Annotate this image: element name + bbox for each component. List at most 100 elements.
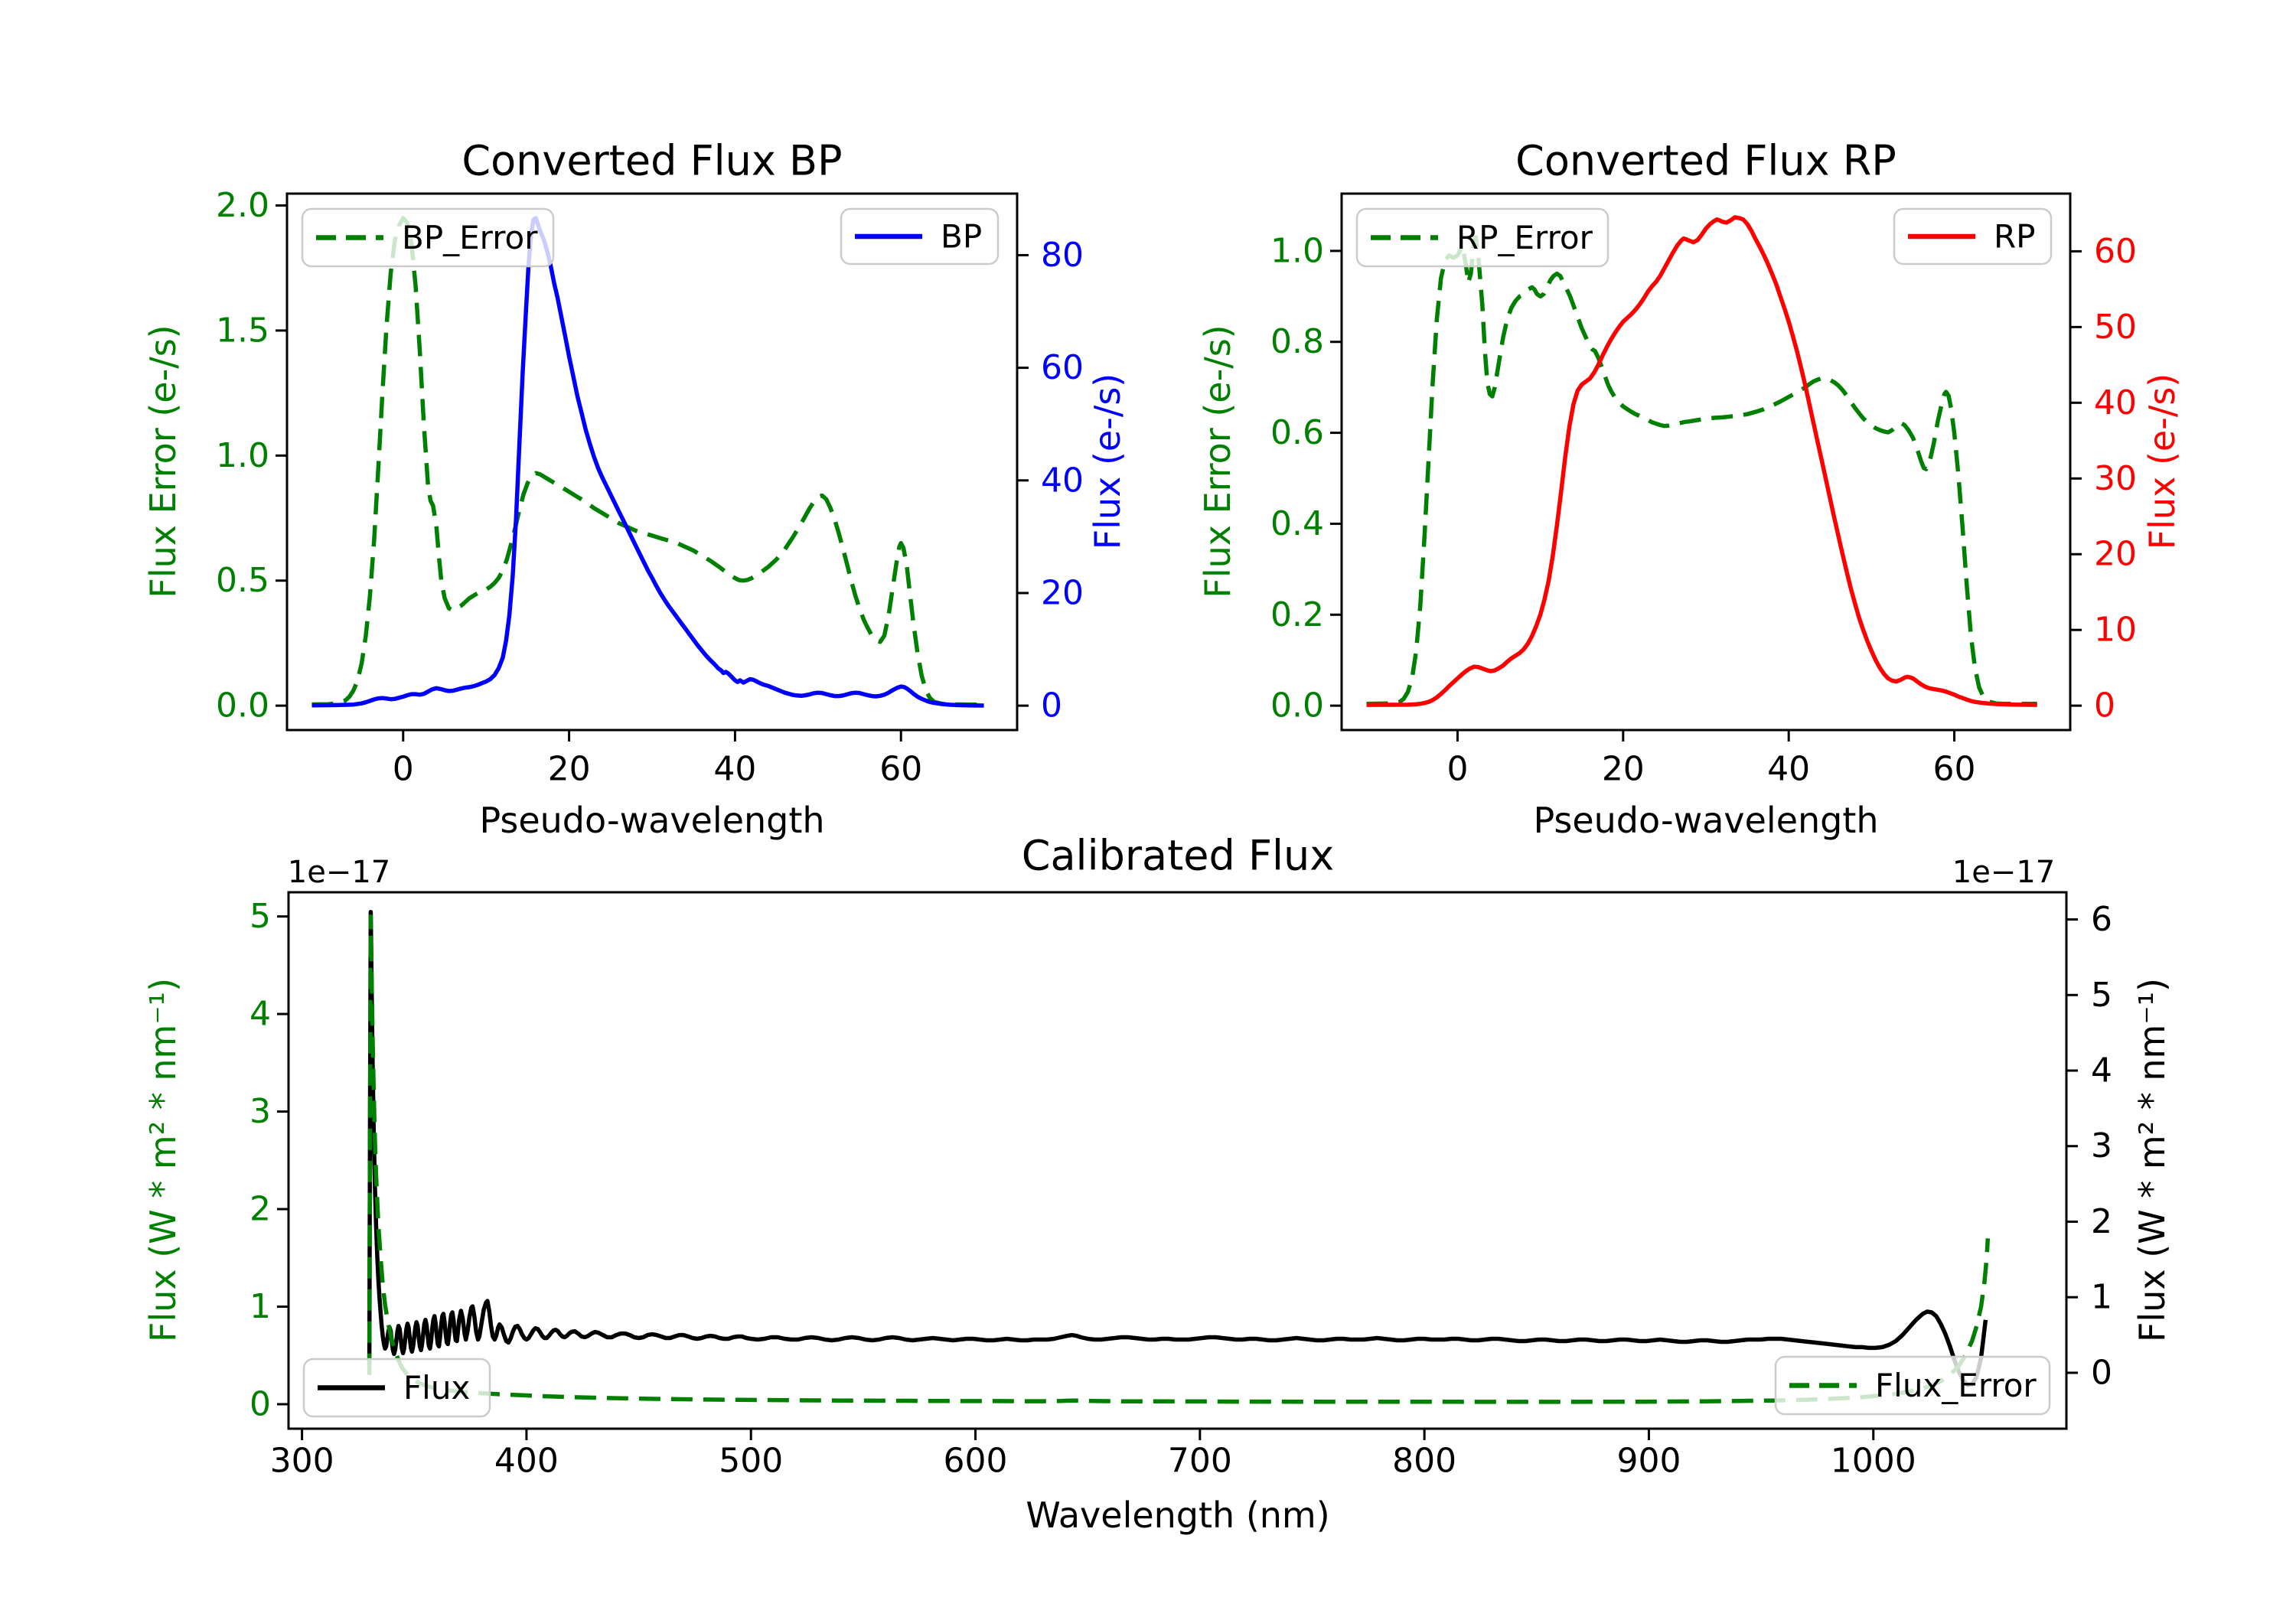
bp-error-curve: [311, 216, 984, 707]
y-tick-label-left: 0.0: [216, 686, 269, 725]
legend-rp: RP: [1893, 207, 2053, 266]
x-tick-label: 20: [548, 750, 591, 789]
legend-rp-error: RP_Error: [1355, 207, 1609, 268]
y-tick-label-right: 20: [2094, 535, 2137, 574]
x-tick-label: 60: [879, 750, 922, 789]
y-tick-label-right: 1: [2091, 1278, 2112, 1317]
y-tick-label-right: 0: [2091, 1353, 2112, 1392]
y-tick-label-right: 0: [2094, 686, 2115, 725]
x-tick-label: 60: [1933, 750, 1976, 789]
x-tick-label: 900: [1616, 1442, 1681, 1481]
x-tick-label: 300: [270, 1442, 334, 1481]
legend-box: [1355, 207, 1609, 268]
cal-x-axis-ticks: 300 400 500 600 700 800 900 1000: [270, 1429, 1916, 1481]
legend-box: [301, 207, 555, 268]
xlabel-rp: Pseudo-wavelength: [1533, 800, 1878, 841]
ylabel-left-rp: Flux Error (e-/s): [1197, 324, 1238, 598]
title-converted-flux-rp: Converted Flux RP: [1515, 137, 1896, 185]
y-tick-label-left: 1.0: [1270, 231, 1324, 270]
title-calibrated-flux: Calibrated Flux: [1022, 832, 1334, 880]
offset-text-right: 1e−17: [1952, 855, 2055, 890]
y-tick-label-left: 1.5: [216, 311, 269, 350]
x-tick-label: 0: [393, 750, 414, 789]
legend-label-flux-error: Flux_Error: [1875, 1367, 2037, 1404]
y-tick-label-right: 60: [2094, 232, 2137, 271]
rp-x-axis-ticks: 0 20 40 60: [1446, 730, 1976, 789]
y-tick-label-left: 0.5: [216, 561, 269, 600]
legend-label-flux: Flux: [403, 1369, 470, 1407]
y-tick-label-right: 4: [2091, 1051, 2112, 1090]
y-tick-label-left: 0.2: [1270, 595, 1324, 634]
y-tick-label-right: 6: [2091, 900, 2112, 939]
bp-y-axis-right-ticks: 0 20 40 60 80: [1017, 236, 1084, 725]
ylabel-left-cal: Flux (W * m² * nm⁻¹): [142, 978, 184, 1342]
x-tick-label: 400: [494, 1442, 559, 1481]
legend-label-bp-error: BP_Error: [402, 219, 538, 256]
legend-bp-error: BP_Error: [301, 207, 555, 268]
x-tick-label: 700: [1168, 1442, 1232, 1481]
y-tick-label-left: 1: [249, 1287, 271, 1326]
panel-cal: 300 400 500 600 700 800 900 1000 0 1 2 3 4 5 0 1 2 3 4 5 6 Fl…: [249, 891, 2112, 1481]
rp-error-curve: [1366, 235, 2037, 706]
x-tick-label: 500: [719, 1442, 783, 1481]
y-tick-label-left: 0.4: [1270, 504, 1324, 543]
y-tick-label-left: 0.8: [1270, 322, 1324, 361]
y-tick-label-left: 5: [249, 897, 271, 936]
ylabel-right-cal: Flux (W * m² * nm⁻¹): [2131, 978, 2173, 1342]
x-tick-label: 600: [944, 1442, 1008, 1481]
title-converted-flux-bp: Converted Flux BP: [461, 137, 842, 185]
ylabel-right-rp: Flux (e-/s): [2141, 373, 2183, 550]
x-tick-label: 40: [1767, 750, 1810, 789]
x-tick-label: 1000: [1831, 1442, 1916, 1481]
legend-flux-error: Flux_Error: [1774, 1355, 2051, 1416]
x-tick-label: 20: [1602, 750, 1645, 789]
y-tick-label-left: 2.0: [216, 186, 269, 225]
y-tick-label-right: 30: [2094, 459, 2137, 498]
y-tick-label-left: 0.0: [1270, 686, 1324, 725]
y-tick-label-left: 3: [249, 1092, 271, 1131]
legend-box: [1774, 1355, 2051, 1416]
bp-y-axis-left-ticks: 0.0 0.5 1.0 1.5 2.0: [216, 186, 287, 725]
y-tick-label-left: 0: [249, 1385, 271, 1424]
legend-label-rp: RP: [1994, 218, 2036, 256]
flux-curve: [367, 909, 1988, 1387]
cal-y-axis-left-ticks: 0 1 2 3 4 5: [249, 897, 289, 1424]
rp-y-axis-left-ticks: 0.0 0.2 0.4 0.6 0.8 1.0: [1270, 231, 1342, 725]
y-tick-label-right: 2: [2091, 1202, 2112, 1241]
panel-rp: 0 20 40 60 0.0 0.2 0.4 0.6 0.8 1.0 0 10 20 30 40 50 60 RP…: [1270, 192, 2137, 789]
x-tick-label: 40: [713, 750, 756, 789]
y-tick-label-left: 0.6: [1270, 413, 1324, 452]
bp-curve: [311, 216, 984, 708]
legend-label-rp-error: RP_Error: [1456, 219, 1593, 256]
ylabel-left-bp: Flux Error (e-/s): [142, 324, 184, 598]
y-tick-label-right: 5: [2091, 976, 2112, 1015]
legend-bp: BP: [840, 207, 1000, 266]
cal-y-axis-right-ticks: 0 1 2 3 4 5 6: [2066, 900, 2112, 1392]
y-tick-label-right: 80: [1041, 236, 1084, 275]
panel-bp: 0 20 40 60 0.0 0.5 1.0 1.5 2.0 0 20 40 60 80 BP_Error B…: [216, 186, 1084, 788]
y-tick-label-right: 3: [2091, 1126, 2112, 1165]
cal-axes-spines: [287, 891, 2068, 1430]
xlabel-bp: Pseudo-wavelength: [479, 800, 824, 841]
legend-flux: Flux: [302, 1358, 491, 1418]
y-tick-label-right: 60: [1041, 348, 1084, 387]
x-tick-label: 0: [1446, 750, 1468, 789]
y-tick-label-left: 2: [249, 1190, 271, 1229]
y-tick-label-right: 20: [1041, 573, 1084, 612]
offset-text-left: 1e−17: [288, 855, 390, 890]
rp-axes-spines: [1340, 192, 2072, 732]
y-tick-label-right: 40: [2094, 383, 2137, 422]
rp-curve: [1366, 215, 2037, 707]
y-tick-label-right: 10: [2094, 611, 2137, 650]
x-tick-label: 800: [1392, 1442, 1456, 1481]
bp-x-axis-ticks: 0 20 40 60: [393, 730, 922, 789]
rp-y-axis-right-ticks: 0 10 20 30 40 50 60: [2070, 232, 2137, 725]
y-tick-label-right: 40: [1041, 461, 1084, 500]
legend-label-bp: BP: [941, 218, 982, 256]
static-text-layer: Converted Flux BP Converted Flux RP Cali…: [142, 137, 2183, 1537]
ylabel-right-bp: Flux (e-/s): [1087, 373, 1128, 550]
y-tick-label-left: 1.0: [216, 436, 269, 475]
y-tick-label-right: 50: [2094, 308, 2137, 347]
